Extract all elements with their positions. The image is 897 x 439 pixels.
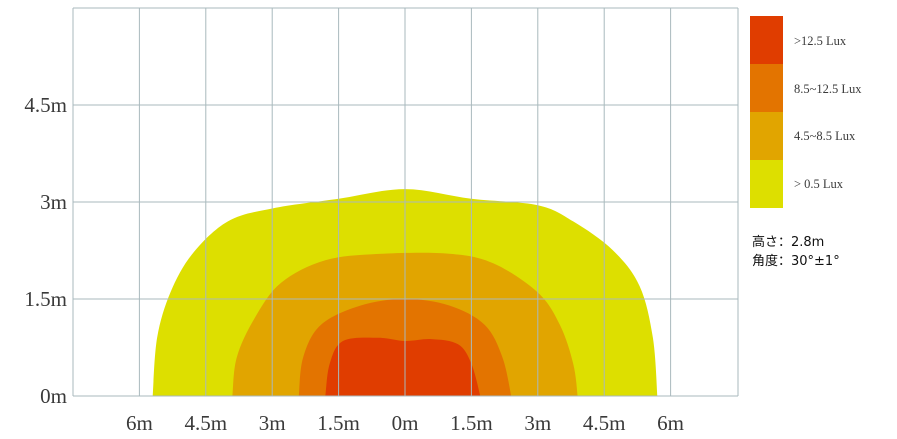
y-tick-label: 4.5m — [24, 93, 67, 117]
x-tick-label: 6m — [126, 411, 153, 435]
x-axis-ticks: 6m 4.5m 3m 1.5m 0m 1.5m 3m 4.5m 6m — [126, 411, 684, 435]
legend-swatch — [750, 160, 783, 208]
x-tick-label: 0m — [392, 411, 419, 435]
x-tick-label: 6m — [657, 411, 684, 435]
x-tick-label: 3m — [524, 411, 551, 435]
legend-swatch — [750, 64, 783, 112]
angle-note: 角度：30°±1° — [752, 254, 840, 269]
y-tick-label: 3m — [40, 190, 67, 214]
legend-swatch — [750, 16, 783, 64]
legend-entry: > 0.5 Lux — [750, 160, 844, 208]
legend: >12.5 Lux 8.5~12.5 Lux 4.5~8.5 Lux > 0.5… — [750, 16, 862, 208]
legend-label: >12.5 Lux — [794, 34, 847, 48]
x-tick-label: 4.5m — [185, 411, 228, 435]
y-tick-label: 0m — [40, 384, 67, 408]
legend-swatch — [750, 112, 783, 160]
x-tick-label: 1.5m — [450, 411, 493, 435]
x-tick-label: 3m — [259, 411, 286, 435]
legend-entry: 8.5~12.5 Lux — [750, 64, 862, 112]
grid-lines — [72, 7, 739, 397]
y-axis-ticks: 0m 1.5m 3m 4.5m — [24, 93, 67, 408]
legend-entry: 4.5~8.5 Lux — [750, 112, 856, 160]
x-tick-label: 1.5m — [317, 411, 360, 435]
legend-label: 8.5~12.5 Lux — [794, 82, 862, 96]
legend-label: > 0.5 Lux — [794, 177, 844, 191]
contour-area — [325, 337, 481, 396]
y-tick-label: 1.5m — [24, 287, 67, 311]
height-note: 高さ：2.8m — [752, 235, 825, 250]
legend-entry: >12.5 Lux — [750, 16, 847, 64]
plot-area — [72, 7, 739, 397]
x-tick-label: 4.5m — [583, 411, 626, 435]
legend-label: 4.5~8.5 Lux — [794, 129, 856, 143]
